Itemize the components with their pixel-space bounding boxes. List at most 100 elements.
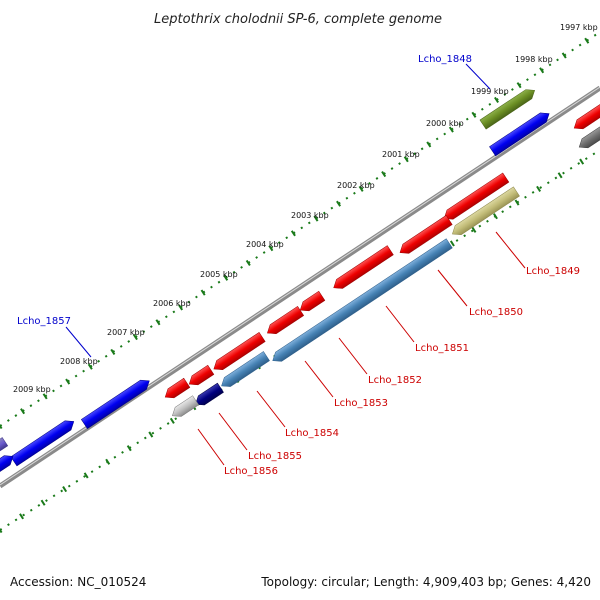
inner-scale-tick (126, 445, 132, 452)
gene-label-lcho-1850[interactable]: Lcho_1850 (469, 307, 523, 318)
genome-summary-label: Topology: circular; Length: 4,909,403 bp… (260, 575, 591, 589)
leader-lcho-1853 (304, 360, 334, 398)
scale-label-2009-kbp: 2009 kbp (13, 385, 51, 394)
gene-lcho-1859-arrow[interactable] (0, 452, 16, 475)
inner-scale-tick (514, 199, 520, 206)
scale-label-2008-kbp: 2008 kbp (60, 357, 98, 366)
outer-scale-tick (313, 215, 319, 222)
map-title: Leptothrix cholodnii SP-6, complete geno… (154, 12, 442, 27)
outer-scale-tick (65, 378, 71, 385)
reverse-strand-genes (162, 102, 600, 421)
scale-label-2002-kbp: 2002 kbp (337, 181, 375, 190)
inner-scale-tick (62, 485, 68, 493)
outer-scale-tick (561, 52, 567, 59)
gene-lcho-1849-arrow[interactable] (449, 186, 520, 239)
gene-lcho-1857-arrow[interactable] (80, 376, 152, 429)
scale-label-1999-kbp: 1999 kbp (471, 87, 509, 96)
scale-label-2007-kbp: 2007 kbp (107, 328, 145, 337)
gene-lcho-1856-arrow[interactable] (211, 332, 266, 373)
outer-scale-tick (0, 424, 3, 430)
outer-scale-tick (539, 67, 545, 74)
gene-lcho-1856b-arrow[interactable] (218, 351, 270, 390)
leader-lcho-1854 (256, 390, 286, 428)
gene-lcho-1855-navy-arrow[interactable] (192, 382, 224, 409)
gene-lcho-1848-arrow[interactable] (479, 86, 538, 130)
inner-scale-tick (0, 528, 3, 534)
outer-scale-tick (381, 170, 387, 178)
gene-label-lcho-1856[interactable]: Lcho_1856 (224, 466, 278, 477)
scale-label-2006-kbp: 2006 kbp (153, 299, 191, 308)
outer-scale-tick (132, 334, 138, 341)
gene-lcho-1856-silver-arrow[interactable] (169, 395, 200, 421)
inner-scale-tick (579, 158, 585, 165)
gene-label-lcho-1851[interactable]: Lcho_1851 (415, 343, 469, 354)
leader-lcho-1848 (465, 63, 491, 90)
gene-lcho-1852-arrow[interactable] (270, 238, 453, 365)
forward-strand-genes (0, 86, 552, 475)
scale-label-2000-kbp: 2000 kbp (426, 119, 464, 128)
gene-label-lcho-1853[interactable]: Lcho_1853 (334, 398, 388, 409)
gene-label-lcho-1857[interactable]: Lcho_1857 (17, 316, 71, 327)
outer-scale-tick (290, 230, 296, 237)
outer-scale-tick (426, 141, 432, 148)
outer-scale-tick (200, 289, 206, 296)
gene-lcho-1846-arrow[interactable] (571, 102, 600, 133)
leader-lcho-1855 (218, 412, 248, 451)
outer-scale-tick (336, 200, 342, 207)
gene-lcho-1858-arrow[interactable] (10, 417, 77, 467)
gene-label-lcho-1855[interactable]: Lcho_1855 (248, 451, 302, 462)
leader-lcho-1856 (197, 428, 225, 466)
gene-label-lcho-1852[interactable]: Lcho_1852 (368, 375, 422, 386)
outer-scale-tick (471, 111, 477, 118)
leader-lcho-1857 (65, 326, 92, 358)
gene-label-lcho-1854[interactable]: Lcho_1854 (285, 428, 339, 439)
gene-lcho-1854-arrow[interactable] (297, 290, 326, 315)
gene-lcho-1847-arrow[interactable] (489, 109, 552, 157)
outer-scale-ticks (0, 37, 590, 430)
scale-label-1998-kbp: 1998 kbp (515, 55, 553, 64)
outer-scale-tick (20, 408, 26, 415)
gene-lcho-1853-arrow[interactable] (331, 245, 394, 293)
outer-scale-tick (87, 363, 93, 370)
leader-lcho-1852 (338, 337, 368, 375)
outer-scale-tick (268, 245, 274, 252)
leader-lcho-1850 (437, 269, 468, 307)
outer-scale-tick (403, 156, 409, 163)
scale-label-2004-kbp: 2004 kbp (246, 240, 284, 249)
gene-lcho-1845-arrow[interactable] (576, 121, 600, 152)
inner-scale-tick (536, 185, 542, 192)
scale-label-1997-kbp: 1997 kbp (560, 23, 598, 32)
outer-scale-tick (516, 82, 522, 89)
gene-lcho-1854b-arrow[interactable] (162, 377, 191, 402)
inner-scale-tick (83, 472, 89, 479)
inner-scale-tick (169, 417, 175, 424)
outer-scale-tick (178, 304, 184, 311)
gene-lcho-1855-arrow[interactable] (264, 306, 305, 337)
outer-scale-tick (245, 259, 251, 267)
gene-label-lcho-1849[interactable]: Lcho_1849 (526, 266, 580, 277)
inner-scale-ring (0, 149, 600, 531)
outer-scale-tick (494, 96, 500, 104)
outer-scale-tick (110, 348, 116, 355)
inner-scale-tick (449, 240, 455, 247)
scale-labels: 1997 kbp 1998 kbp 1999 kbp 2000 kbp 2001… (13, 23, 598, 394)
scale-label-2001-kbp: 2001 kbp (382, 150, 420, 159)
gene-lcho-1850-arrow[interactable] (441, 172, 510, 223)
gene-label-lcho-1848[interactable]: Lcho_1848 (418, 54, 472, 65)
inner-scale-tick (40, 499, 46, 506)
accession-label: Accession: NC_010524 (10, 575, 146, 589)
inner-scale-tick (148, 431, 154, 438)
inner-scale-tick (105, 458, 111, 465)
inner-scale-tick (19, 513, 24, 520)
leader-lcho-1851 (385, 305, 415, 343)
scale-label-2003-kbp: 2003 kbp (291, 211, 329, 220)
leader-lcho-1849 (495, 231, 526, 269)
outer-scale-tick (358, 185, 364, 192)
gene-lcho-1860-arrow[interactable] (0, 437, 9, 454)
gene-lcho-1855b-arrow[interactable] (186, 364, 215, 389)
outer-scale-tick (448, 126, 454, 133)
outer-scale-tick (584, 37, 590, 44)
gene-label-leaders (65, 63, 526, 466)
gene-lcho-1851-arrow[interactable] (397, 215, 453, 257)
